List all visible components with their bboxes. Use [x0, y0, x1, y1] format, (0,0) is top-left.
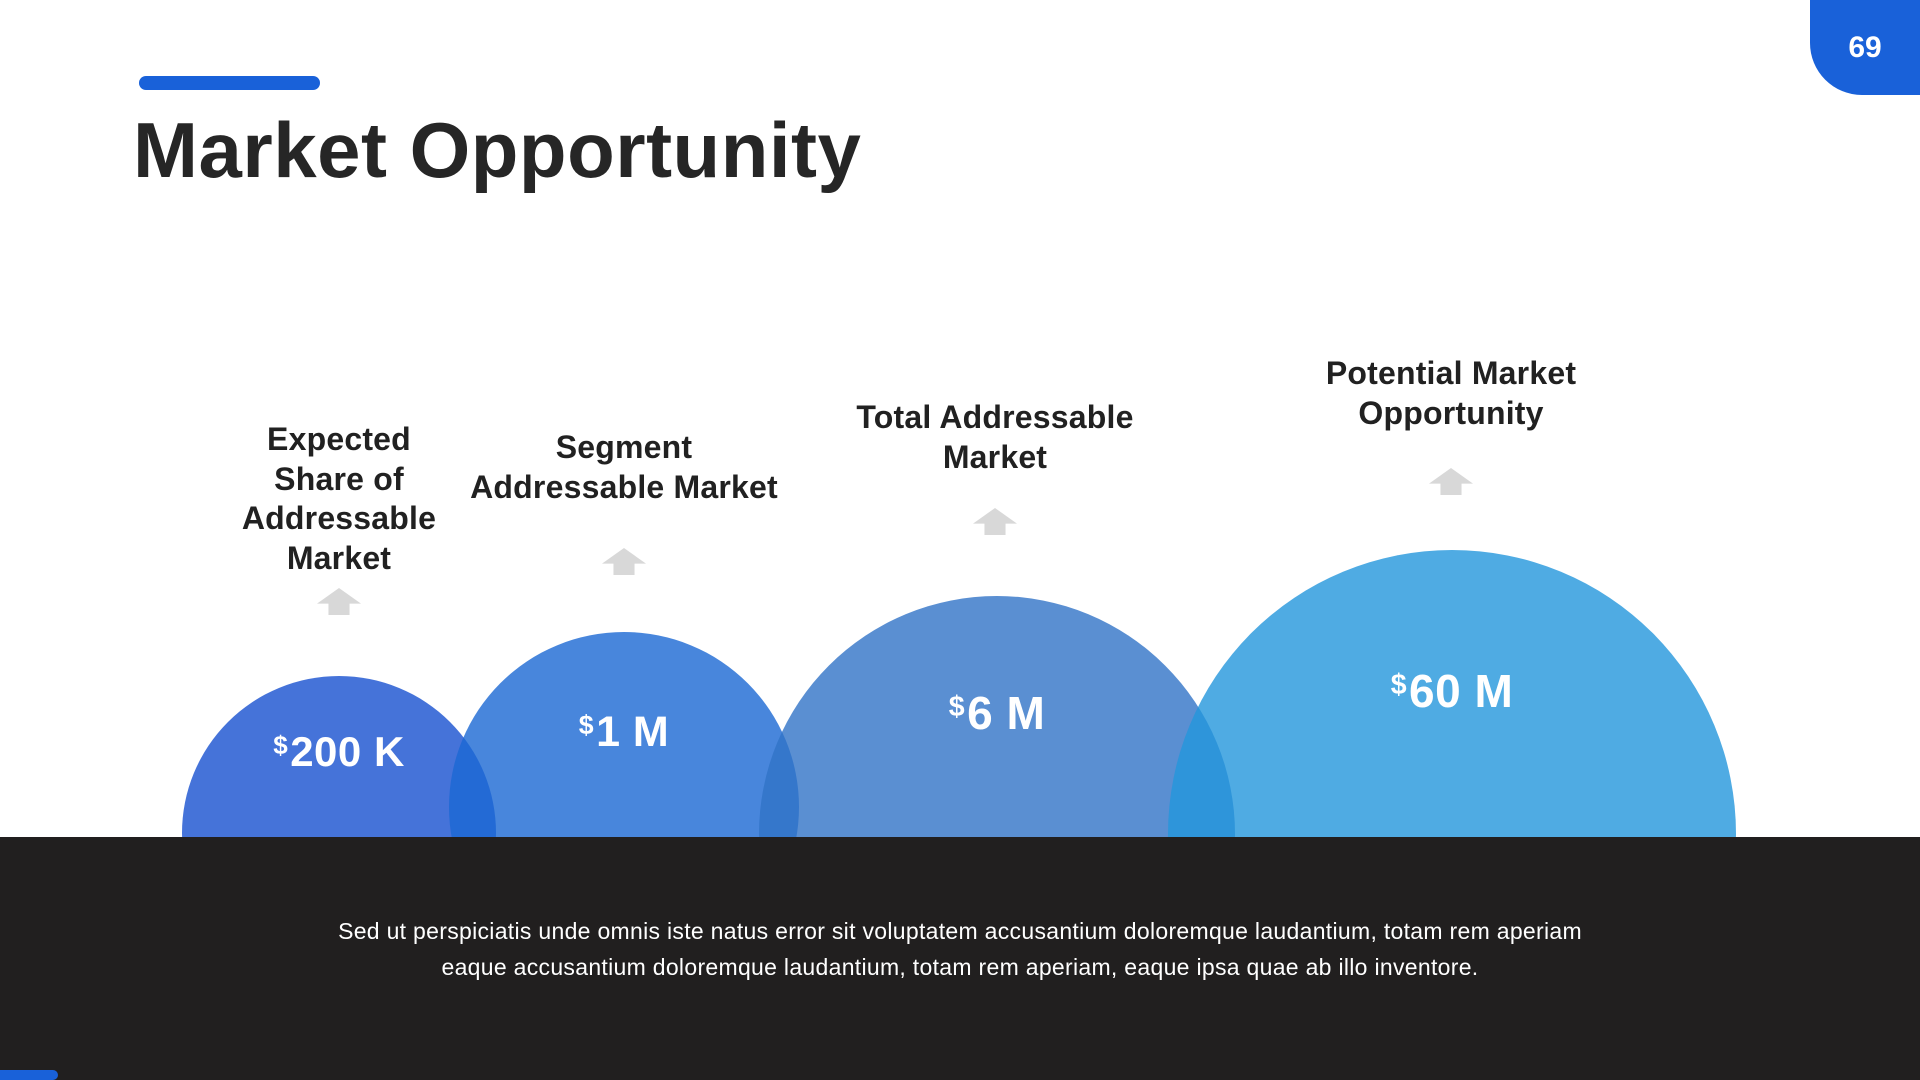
footer-bar: Sed ut perspiciatis unde omnis iste natu…	[0, 837, 1920, 1080]
slide-title: Market Opportunity	[133, 106, 862, 194]
footer-accent-bar	[0, 1070, 58, 1080]
currency-symbol: $	[1390, 669, 1408, 702]
page-number-badge: 69	[1810, 0, 1920, 95]
bubble-amount: 60 M	[1409, 665, 1514, 717]
currency-symbol: $	[948, 691, 966, 724]
currency-symbol: $	[578, 710, 595, 741]
up-arrow-icon	[317, 588, 361, 615]
bubble-amount: 200 K	[290, 728, 405, 775]
up-arrow-icon	[602, 548, 646, 575]
bubble-value: $6 M	[759, 686, 1235, 740]
category-label-total-addressable: Total Addressable Market	[856, 399, 1134, 475]
title-accent-bar	[139, 76, 320, 90]
currency-symbol: $	[273, 730, 289, 761]
category-label-expected-share: Expected Share of Addressable Market	[241, 421, 437, 577]
bubble-amount: 1 M	[596, 708, 670, 756]
up-arrow-icon	[1429, 468, 1473, 495]
footer-text-line-1: Sed ut perspiciatis unde omnis iste natu…	[338, 918, 1582, 944]
bubble-value: $200 K	[182, 728, 496, 776]
category-label-potential-market: Potential Market Opportunity	[1325, 355, 1577, 431]
bubble-amount: 6 M	[967, 687, 1046, 739]
category-label-segment-addressable: Segment Addressable Market	[470, 429, 778, 505]
footer-text-line-2: eaque accusantium doloremque laudantium,…	[441, 954, 1479, 980]
bubble-value: $1 M	[449, 708, 799, 757]
page-number: 69	[1848, 30, 1882, 64]
up-arrow-icon	[973, 508, 1017, 535]
bubble-value: $60 M	[1168, 664, 1736, 718]
